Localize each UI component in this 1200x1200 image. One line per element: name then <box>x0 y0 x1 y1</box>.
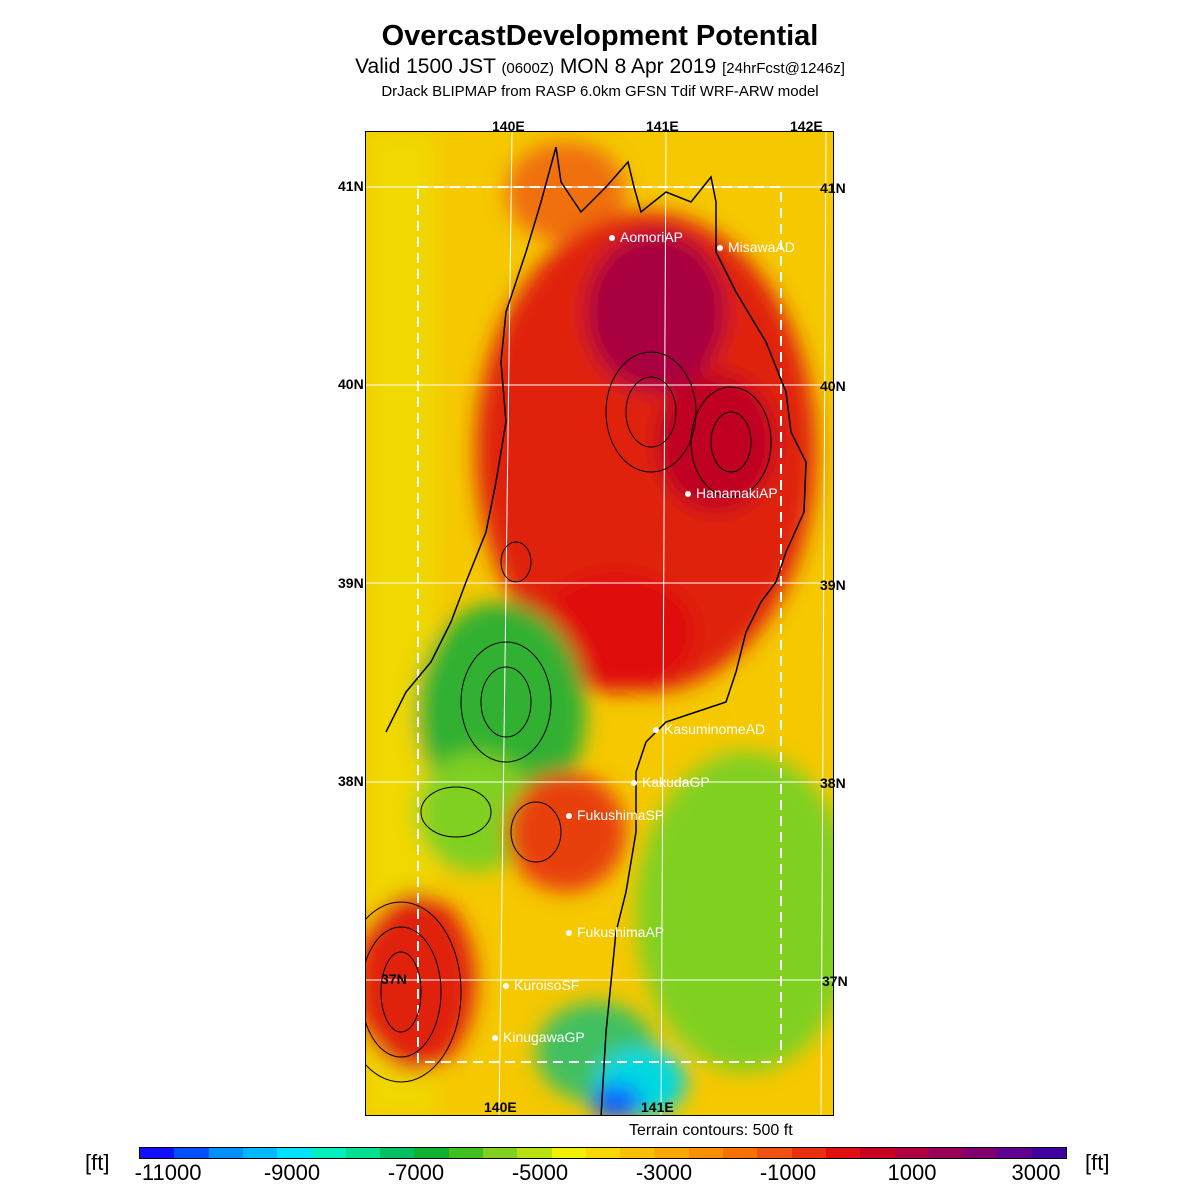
chart-title: OvercastDevelopment Potential <box>381 20 819 52</box>
terrain-contour-note: Terrain contours: 500 ft <box>629 1122 793 1139</box>
lon-label-top-142e: 142E <box>790 118 823 134</box>
colorbar-segment <box>791 1148 826 1158</box>
colorbar-segment <box>894 1148 929 1158</box>
lon-label-bottom-140e: 140E <box>484 1099 517 1115</box>
colorbar-segment <box>654 1148 689 1158</box>
colorbar-segment <box>688 1148 724 1158</box>
station-dot <box>566 813 572 819</box>
lon-label-top-140e: 140E <box>492 118 525 134</box>
colorbar-segment <box>860 1148 895 1158</box>
colorbar-segment <box>482 1148 518 1158</box>
lat-label-right-40n: 40N <box>820 378 846 394</box>
station-dot <box>631 780 637 786</box>
valid-time-subtitle: Valid 1500 JST (0600Z) MON 8 Apr 2019 [2… <box>0 55 1200 79</box>
colorbar-segment <box>208 1148 243 1158</box>
colorbar-segment <box>517 1148 552 1158</box>
colorbar-segment <box>963 1148 998 1158</box>
station-dot <box>685 491 691 497</box>
valid-time: Valid 1500 JST <box>355 55 496 78</box>
colorbar-unit-left: [ft] <box>85 1150 110 1175</box>
colorbar-tick-label: -9000 <box>263 1160 321 1185</box>
model-source: DrJack BLIPMAP from RASP 6.0km GFSN Tdif… <box>381 83 819 100</box>
lat-label-left-37n: 37N <box>381 971 407 987</box>
colorbar-segment <box>345 1148 381 1158</box>
colorbar-segment <box>585 1148 621 1158</box>
station-dot <box>492 1035 498 1041</box>
colorbar-segment <box>997 1148 1032 1158</box>
lon-label-top-141e: 141E <box>646 118 679 134</box>
station-label: KakudaGP <box>642 774 710 790</box>
utc-time: (0600Z) <box>501 60 554 77</box>
lat-label-right-37n: 37N <box>822 973 848 989</box>
colorbar-segment <box>448 1148 483 1158</box>
station-label: AomoriAP <box>620 229 684 245</box>
station-dot <box>717 245 723 251</box>
terrain-contours <box>366 351 772 1083</box>
colorbar-tick-label: -5000 <box>511 1160 569 1185</box>
colorbar-segment <box>825 1148 861 1158</box>
colorbar-segment <box>928 1148 964 1158</box>
graticule <box>366 132 833 1115</box>
lat-label-left-41n: 41N <box>338 178 364 194</box>
colorbar <box>139 1147 1067 1159</box>
colorbar-segment <box>757 1148 792 1158</box>
station-label: FukushimaSP <box>577 807 665 823</box>
forecast-info: [24hrFcst@1246z] <box>722 60 845 77</box>
lat-label-right-39n: 39N <box>820 577 846 593</box>
lat-label-right-41n: 41N <box>820 180 846 196</box>
colorbar-unit-right: [ft] <box>1085 1150 1110 1175</box>
colorbar-segment <box>140 1148 175 1158</box>
colorbar-segment <box>1031 1148 1067 1158</box>
domain-boundary <box>417 186 782 1063</box>
colorbar-tick-label: 3000 <box>1011 1160 1061 1185</box>
station-label: KuroisoSF <box>514 977 580 993</box>
colorbar-tick-label: -1000 <box>759 1160 817 1185</box>
colorbar-segment <box>311 1148 346 1158</box>
colorbar-segment <box>242 1148 278 1158</box>
lon-label-bottom-141e: 141E <box>641 1099 674 1115</box>
colorbar-segment <box>277 1148 312 1158</box>
colorbar-segment <box>723 1148 758 1158</box>
lat-label-left-39n: 39N <box>338 575 364 591</box>
colorbar-segment <box>174 1148 209 1158</box>
station-label: HanamakiAP <box>696 485 778 501</box>
colorbar-segment <box>380 1148 415 1158</box>
colorbar-tick-label: -3000 <box>635 1160 693 1185</box>
station-dot <box>566 930 572 936</box>
lat-label-right-38n: 38N <box>820 775 846 791</box>
colorbar-segment <box>414 1148 449 1158</box>
colorbar-tick-label: 1000 <box>887 1160 937 1185</box>
colorbar-segment <box>551 1148 586 1158</box>
colorbar-tick-label: -7000 <box>387 1160 445 1185</box>
coastline <box>385 146 807 1115</box>
station-label: FukushimaAP <box>577 924 665 940</box>
value-field <box>366 132 833 1115</box>
station-label: MisawaAD <box>728 239 795 255</box>
lat-label-left-40n: 40N <box>338 376 364 392</box>
station-dot <box>609 235 615 241</box>
station-label: KasuminomeAD <box>664 721 766 737</box>
forecast-map <box>365 131 834 1116</box>
station-dot <box>503 983 509 989</box>
colorbar-segment <box>620 1148 655 1158</box>
valid-date: MON 8 Apr 2019 <box>559 55 717 78</box>
colorbar-tick-label: -11000 <box>134 1160 202 1185</box>
station-label: KinugawaGP <box>503 1029 585 1045</box>
station-dot <box>653 727 659 733</box>
lat-label-left-38n: 38N <box>338 773 364 789</box>
